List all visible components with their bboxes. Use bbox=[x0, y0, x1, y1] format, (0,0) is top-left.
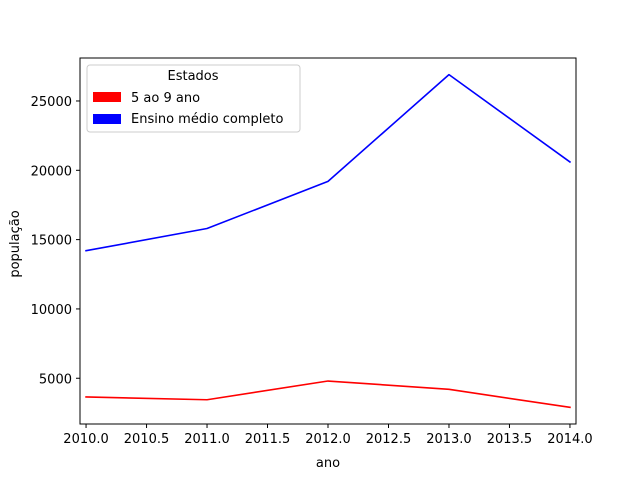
y-tick-label: 20000 bbox=[31, 164, 72, 179]
legend-label-5-ao-9-ano: 5 ao 9 ano bbox=[131, 91, 200, 106]
x-tick-label: 2011.5 bbox=[245, 432, 291, 447]
y-tick-label: 5000 bbox=[39, 372, 72, 387]
y-tick-label: 10000 bbox=[31, 303, 72, 318]
x-axis-label: ano bbox=[316, 456, 340, 471]
plot-frame bbox=[79, 57, 577, 425]
x-tick-label: 2013.0 bbox=[426, 432, 472, 447]
legend-title: Estados bbox=[167, 69, 218, 84]
axis-ticks: 2010.0 2010.5 2011.0 2011.5 2012.0 2012.5 2013… bbox=[31, 95, 593, 447]
x-tick-label: 2010.5 bbox=[124, 432, 170, 447]
series-line-ensino-medio-completo bbox=[85, 73, 572, 252]
y-axis-label: população bbox=[8, 210, 23, 277]
legend-swatch-5-ao-9-ano bbox=[93, 92, 121, 102]
x-tick-label: 2012.5 bbox=[366, 432, 412, 447]
x-tick-label: 2013.5 bbox=[487, 432, 533, 447]
series-line-5-ao-9-ano bbox=[85, 380, 571, 409]
x-tick-label: 2011.0 bbox=[184, 432, 230, 447]
y-tick-label: 25000 bbox=[31, 95, 72, 110]
legend-box bbox=[86, 64, 301, 133]
x-tick-label: 2010.0 bbox=[63, 432, 109, 447]
x-tick-label: 2012.0 bbox=[305, 432, 351, 447]
plot-area bbox=[85, 73, 572, 409]
x-tick-label: 2014.0 bbox=[547, 432, 593, 447]
y-tick-label: 15000 bbox=[31, 234, 72, 249]
legend-swatch-ensino-medio-completo bbox=[93, 114, 121, 124]
legend-label-ensino-medio-completo: Ensino médio completo bbox=[131, 112, 283, 127]
legend: Estados 5 ao 9 ano Ensino médio completo bbox=[86, 64, 301, 133]
